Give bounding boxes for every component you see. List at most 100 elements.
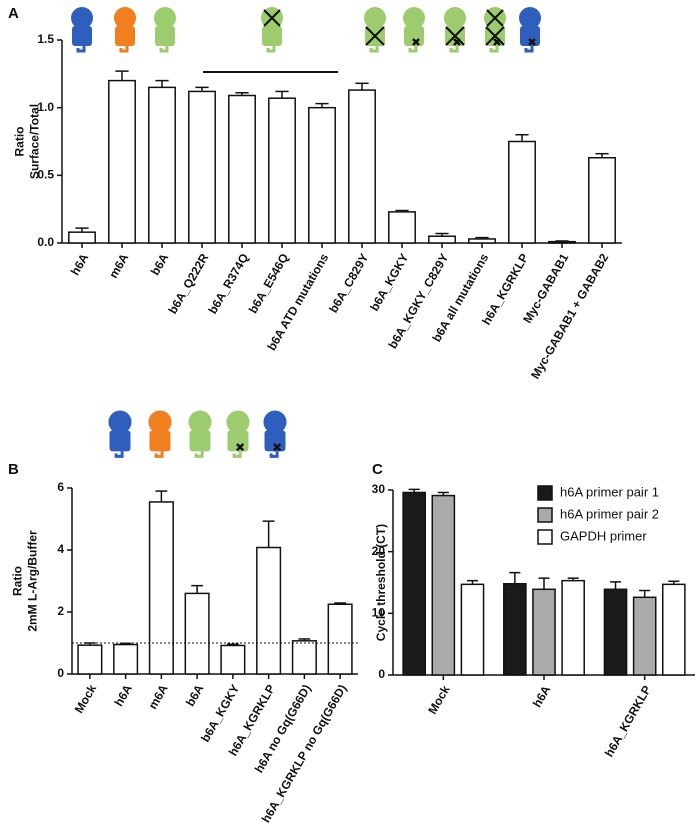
mutation-mark bbox=[453, 38, 461, 46]
y-tick-label: 0 bbox=[57, 666, 64, 680]
receptor-icon bbox=[115, 26, 135, 46]
bar bbox=[184, 592, 210, 675]
bar bbox=[291, 640, 317, 675]
x-tick-label: b6A bbox=[148, 251, 172, 278]
bar bbox=[548, 240, 576, 244]
bar bbox=[388, 211, 416, 244]
y-tick-label: 6 bbox=[57, 480, 64, 494]
receptor-icon bbox=[264, 430, 286, 452]
receptor-icon bbox=[408, 46, 418, 53]
panel-label: B bbox=[8, 461, 19, 478]
panel-label: A bbox=[8, 5, 19, 22]
bar bbox=[508, 140, 536, 244]
y-axis-label: Ratio bbox=[11, 566, 25, 596]
receptor-icon bbox=[189, 430, 211, 452]
receptor-icon bbox=[114, 7, 136, 29]
bar bbox=[256, 546, 282, 675]
receptor-icon bbox=[154, 451, 164, 458]
x-tick-label: b6A_KGKY bbox=[367, 251, 411, 313]
receptor-icon bbox=[109, 430, 131, 452]
y-tick-label: 0.5 bbox=[37, 168, 54, 182]
legend-swatch bbox=[537, 485, 553, 501]
x-tick-label: b6A_Q222R bbox=[166, 251, 212, 317]
mutation-mark bbox=[263, 9, 281, 27]
bar bbox=[460, 583, 485, 676]
bar bbox=[228, 94, 256, 244]
receptor-icon bbox=[149, 430, 171, 452]
receptor-icon bbox=[114, 451, 124, 458]
receptor-icon bbox=[364, 7, 386, 29]
bar bbox=[428, 235, 456, 244]
legend-swatch bbox=[537, 507, 553, 523]
x-tick-label: h6A bbox=[530, 683, 554, 710]
bar bbox=[108, 79, 136, 244]
bar bbox=[188, 90, 216, 244]
bar bbox=[77, 644, 103, 675]
x-tick-label: b6A_R374Q bbox=[206, 251, 252, 316]
receptor-icon bbox=[72, 26, 92, 46]
receptor-icon bbox=[489, 46, 499, 53]
y-axis-label: 2mM L-Arg/Buffer bbox=[26, 530, 40, 632]
receptor-icon bbox=[403, 7, 425, 29]
y-tick-label: 0.0 bbox=[37, 235, 54, 249]
mutation-mark bbox=[273, 443, 282, 452]
mutation-mark bbox=[485, 26, 505, 46]
panel-label: C bbox=[372, 461, 383, 478]
receptor-icon bbox=[519, 7, 541, 29]
legend-swatch bbox=[537, 529, 553, 545]
y-tick-label: 1.5 bbox=[37, 32, 54, 46]
bar bbox=[348, 89, 376, 244]
bar bbox=[268, 97, 296, 244]
bar bbox=[220, 644, 246, 675]
bar bbox=[113, 643, 139, 675]
receptor-icon bbox=[155, 26, 175, 46]
receptor-icon bbox=[188, 410, 212, 434]
receptor-icon bbox=[262, 26, 282, 46]
receptor-icon bbox=[520, 26, 540, 46]
y-tick-label: 30 bbox=[372, 482, 386, 496]
bar bbox=[603, 588, 628, 676]
y-tick-label: 0 bbox=[378, 667, 385, 681]
x-tick-label: b6A_E546Q bbox=[246, 251, 291, 316]
x-tick-label: m6A bbox=[146, 682, 171, 712]
mutation-mark bbox=[486, 9, 504, 27]
bar bbox=[68, 231, 96, 244]
legend-label: h6A primer pair 2 bbox=[560, 506, 659, 521]
mutation-mark bbox=[236, 443, 245, 452]
y-tick-label: 10 bbox=[372, 606, 386, 620]
receptor-icon bbox=[269, 451, 279, 458]
bar bbox=[561, 579, 585, 676]
bar bbox=[327, 603, 353, 675]
receptor-icon bbox=[226, 410, 250, 434]
bar bbox=[148, 501, 174, 675]
x-tick-label: h6A bbox=[112, 682, 136, 709]
receptor-icon bbox=[404, 26, 424, 46]
x-tick-label: m6A bbox=[106, 251, 131, 281]
receptor-icon bbox=[159, 46, 169, 53]
x-tick-label: Myc-GABAB1 + GABAB2 bbox=[528, 251, 611, 382]
x-tick-label: h6A bbox=[68, 251, 92, 278]
bar bbox=[532, 588, 556, 676]
legend-label: h6A primer pair 1 bbox=[560, 484, 659, 499]
bar bbox=[148, 86, 176, 244]
legend-label: GAPDH primer bbox=[560, 528, 647, 543]
bar bbox=[402, 491, 427, 676]
mutation-mark bbox=[493, 38, 501, 46]
receptor-icon bbox=[369, 46, 379, 53]
y-tick-label: 1.0 bbox=[37, 100, 54, 114]
bar bbox=[468, 238, 496, 244]
x-tick-label: b6A_C829Y bbox=[326, 251, 371, 315]
bar bbox=[588, 156, 616, 244]
receptor-icon bbox=[444, 7, 466, 29]
mutation-mark bbox=[365, 26, 385, 46]
y-axis-label: Surface/Total bbox=[28, 104, 42, 179]
receptor-icon bbox=[148, 410, 172, 434]
x-tick-label: Mock bbox=[425, 683, 453, 717]
receptor-icon bbox=[263, 410, 287, 434]
y-axis-label: Cycle threshold (CT) bbox=[374, 524, 388, 641]
bar bbox=[308, 106, 336, 244]
bar bbox=[632, 596, 657, 676]
receptor-icon bbox=[154, 7, 176, 29]
receptor-icon bbox=[524, 46, 534, 53]
receptor-icon bbox=[71, 7, 93, 29]
